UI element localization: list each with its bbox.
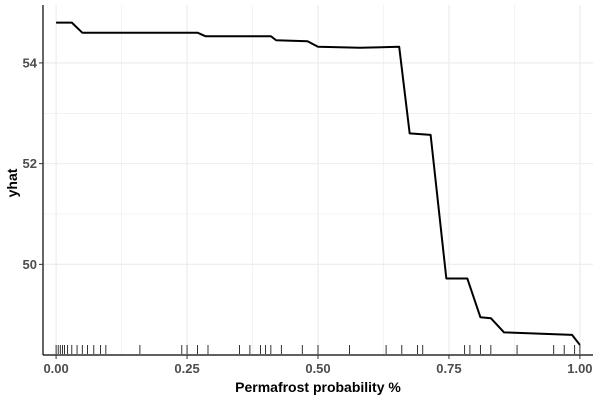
x-axis-ticks: 0.00 0.25 0.50 0.75 1.00 [43,355,593,376]
x-axis-label: Permafrost probability % [235,379,401,395]
x-tick-label: 0.75 [436,361,461,376]
series-group [56,21,581,346]
y-tick-label: 54 [23,55,38,70]
series-line [56,21,581,346]
x-tick-label: 0.25 [174,361,199,376]
x-tick-label: 1.00 [567,361,592,376]
y-axis-label: yhat [4,168,20,197]
y-tick-label: 50 [23,257,37,272]
y-axis-ticks: 50 52 54 [23,55,43,272]
x-tick-label: 0.00 [43,361,68,376]
x-tick-label: 0.50 [305,361,330,376]
rug-marks [55,345,581,354]
grid-lines [43,5,593,355]
y-tick-label: 52 [23,156,37,171]
